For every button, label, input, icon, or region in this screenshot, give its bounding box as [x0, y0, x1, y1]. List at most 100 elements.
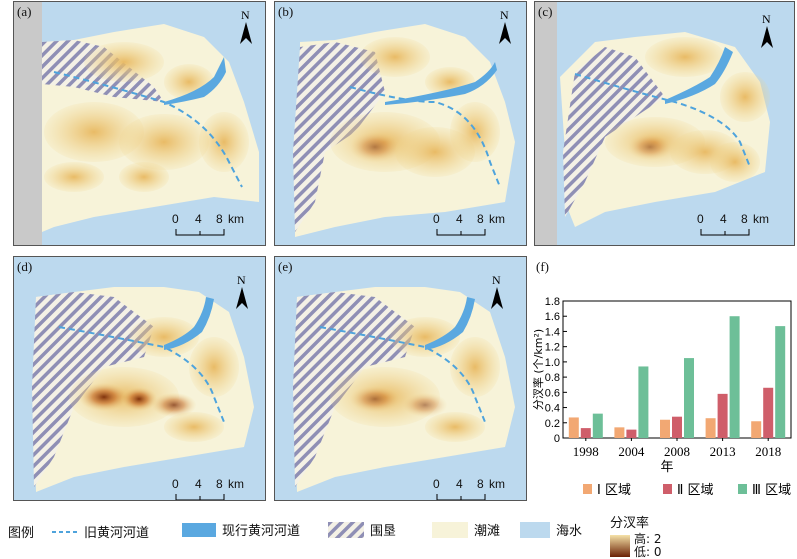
scale-4: 4	[195, 212, 202, 226]
panel-label-b: (b)	[278, 4, 294, 19]
bar-2004-series-1	[614, 427, 625, 438]
scale-4: 4	[456, 477, 463, 491]
bar-chart-panel: (f) 0 0.2 0.4 0.6 0.8 1.0 1.2 1.4 1.6 1.8 分汊率 (个/k…	[531, 256, 795, 504]
bar-2008-series-2	[672, 416, 682, 438]
map-panel-d: (d) N 0 4 8 km	[13, 256, 266, 501]
old-channel	[574, 73, 751, 168]
y-tick-label: 1.4	[545, 326, 560, 338]
scale-0: 0	[697, 212, 704, 226]
scale-8: 8	[216, 477, 223, 491]
legend-label-1: Ⅰ 区域	[597, 483, 631, 498]
current-channel-swatch	[182, 522, 216, 537]
bar-2008-series-1	[660, 419, 670, 438]
x-tick-label: 2018	[755, 444, 781, 459]
panel-label-e: (e)	[278, 259, 293, 274]
bar-chart-svg: 0 0.2 0.4 0.6 0.8 1.0 1.2 1.4 1.6 1.8 分汊率 (个/km²) 1…	[531, 296, 792, 498]
scale-unit: km	[753, 212, 769, 226]
bar-2004-series-2	[626, 429, 637, 438]
bar-2013-series-1	[705, 418, 716, 438]
y-tick-label: 0.6	[545, 387, 560, 399]
legend-old-channel-label: 旧黄河河道	[84, 526, 150, 541]
legend-sea: 海水	[520, 520, 582, 539]
north-label: N	[762, 12, 771, 26]
map-e-svg	[293, 287, 515, 492]
current-channel	[425, 297, 475, 350]
scale-unit: km	[489, 477, 505, 491]
legend-tidal-flat-label: 潮滩	[474, 524, 501, 539]
scale-0: 0	[172, 477, 179, 491]
map-panel-e: (e) N 0 4 8 km	[274, 256, 527, 501]
reclaim-area	[32, 292, 154, 487]
density-blobs	[605, 37, 770, 182]
tidal-flat-swatch	[432, 521, 468, 538]
gray-land-strip	[535, 2, 557, 245]
scale-unit: km	[228, 212, 244, 226]
legend-old-channel: 旧黄河河道	[52, 522, 149, 541]
reclaim-area	[293, 292, 415, 487]
density-blobs	[330, 317, 500, 442]
bar-2018-series-2	[763, 387, 774, 438]
current-channel	[385, 62, 497, 105]
scale-0: 0	[433, 477, 440, 491]
north-arrow-icon: N	[495, 8, 515, 48]
map-d-svg	[32, 287, 254, 492]
legend-swatch-2	[663, 484, 672, 494]
reclaim-area	[563, 47, 665, 217]
x-tick-label: 2008	[664, 444, 690, 459]
y-tick-label: 0	[554, 433, 560, 445]
scale-0: 0	[433, 212, 440, 226]
scale-unit: km	[228, 477, 244, 491]
current-channel	[164, 297, 214, 350]
bar-2008-series-3	[684, 358, 694, 438]
map-panel-b: (b) N 0 4 8 km	[274, 1, 527, 246]
current-channel	[164, 57, 226, 105]
panel-label-d: (d)	[17, 259, 33, 274]
legend-reclaim: 围垦	[328, 520, 396, 539]
map-a-svg	[14, 2, 259, 245]
x-tick-label: 2013	[710, 444, 736, 459]
map-b-svg	[293, 24, 515, 237]
north-label: N	[500, 8, 509, 22]
map-panel-a: (a) N 0 4 8 km	[13, 1, 266, 246]
legend-label-2: Ⅱ 区域	[677, 483, 714, 498]
panel-label-f: (f)	[536, 259, 549, 274]
legend-density-title: 分汊率	[610, 516, 650, 531]
y-tick-label: 0.2	[545, 418, 560, 430]
scale-unit: km	[489, 212, 505, 226]
x-axis-label: 年	[660, 460, 673, 475]
density-blobs	[69, 317, 239, 442]
north-label: N	[492, 273, 501, 287]
y-axis-label: 分汊率 (个/km²)	[533, 329, 545, 410]
map-panel-c: (c) N 0 4 8 km	[534, 1, 795, 246]
legend-label-3: Ⅲ 区域	[752, 483, 791, 498]
bar-2018-series-1	[751, 421, 762, 438]
legend-tidal-flat: 潮滩	[432, 520, 500, 539]
y-tick-label: 0.8	[545, 372, 560, 384]
scale-8: 8	[216, 212, 223, 226]
scale-4: 4	[195, 477, 202, 491]
north-arrow-icon: N	[232, 273, 252, 313]
scale-8: 8	[477, 212, 484, 226]
x-tick-label: 1998	[573, 444, 599, 459]
scale-4: 4	[456, 212, 463, 226]
current-channel	[665, 47, 733, 104]
bar-1998-series-2	[580, 428, 591, 438]
density-ramp	[610, 535, 630, 557]
scale-4: 4	[720, 212, 727, 226]
scale-0: 0	[172, 212, 179, 226]
legend-swatch-1	[583, 484, 592, 494]
gray-land-strip	[14, 2, 42, 245]
bar-2013-series-3	[729, 316, 740, 438]
legend-density-high: 高: 2	[634, 532, 662, 546]
density-blobs	[330, 37, 500, 177]
y-tick-label: 1.8	[545, 296, 560, 308]
y-tick-label: 1.0	[545, 357, 560, 369]
y-tick-label: 1.6	[545, 311, 560, 323]
density-blobs	[44, 42, 249, 192]
bar-2004-series-3	[638, 366, 649, 438]
scale-8: 8	[741, 212, 748, 226]
legend-current-channel-label: 现行黄河河道	[222, 524, 301, 539]
north-arrow-icon: N	[757, 12, 777, 52]
old-channel	[58, 326, 225, 423]
sea-swatch	[520, 521, 550, 538]
